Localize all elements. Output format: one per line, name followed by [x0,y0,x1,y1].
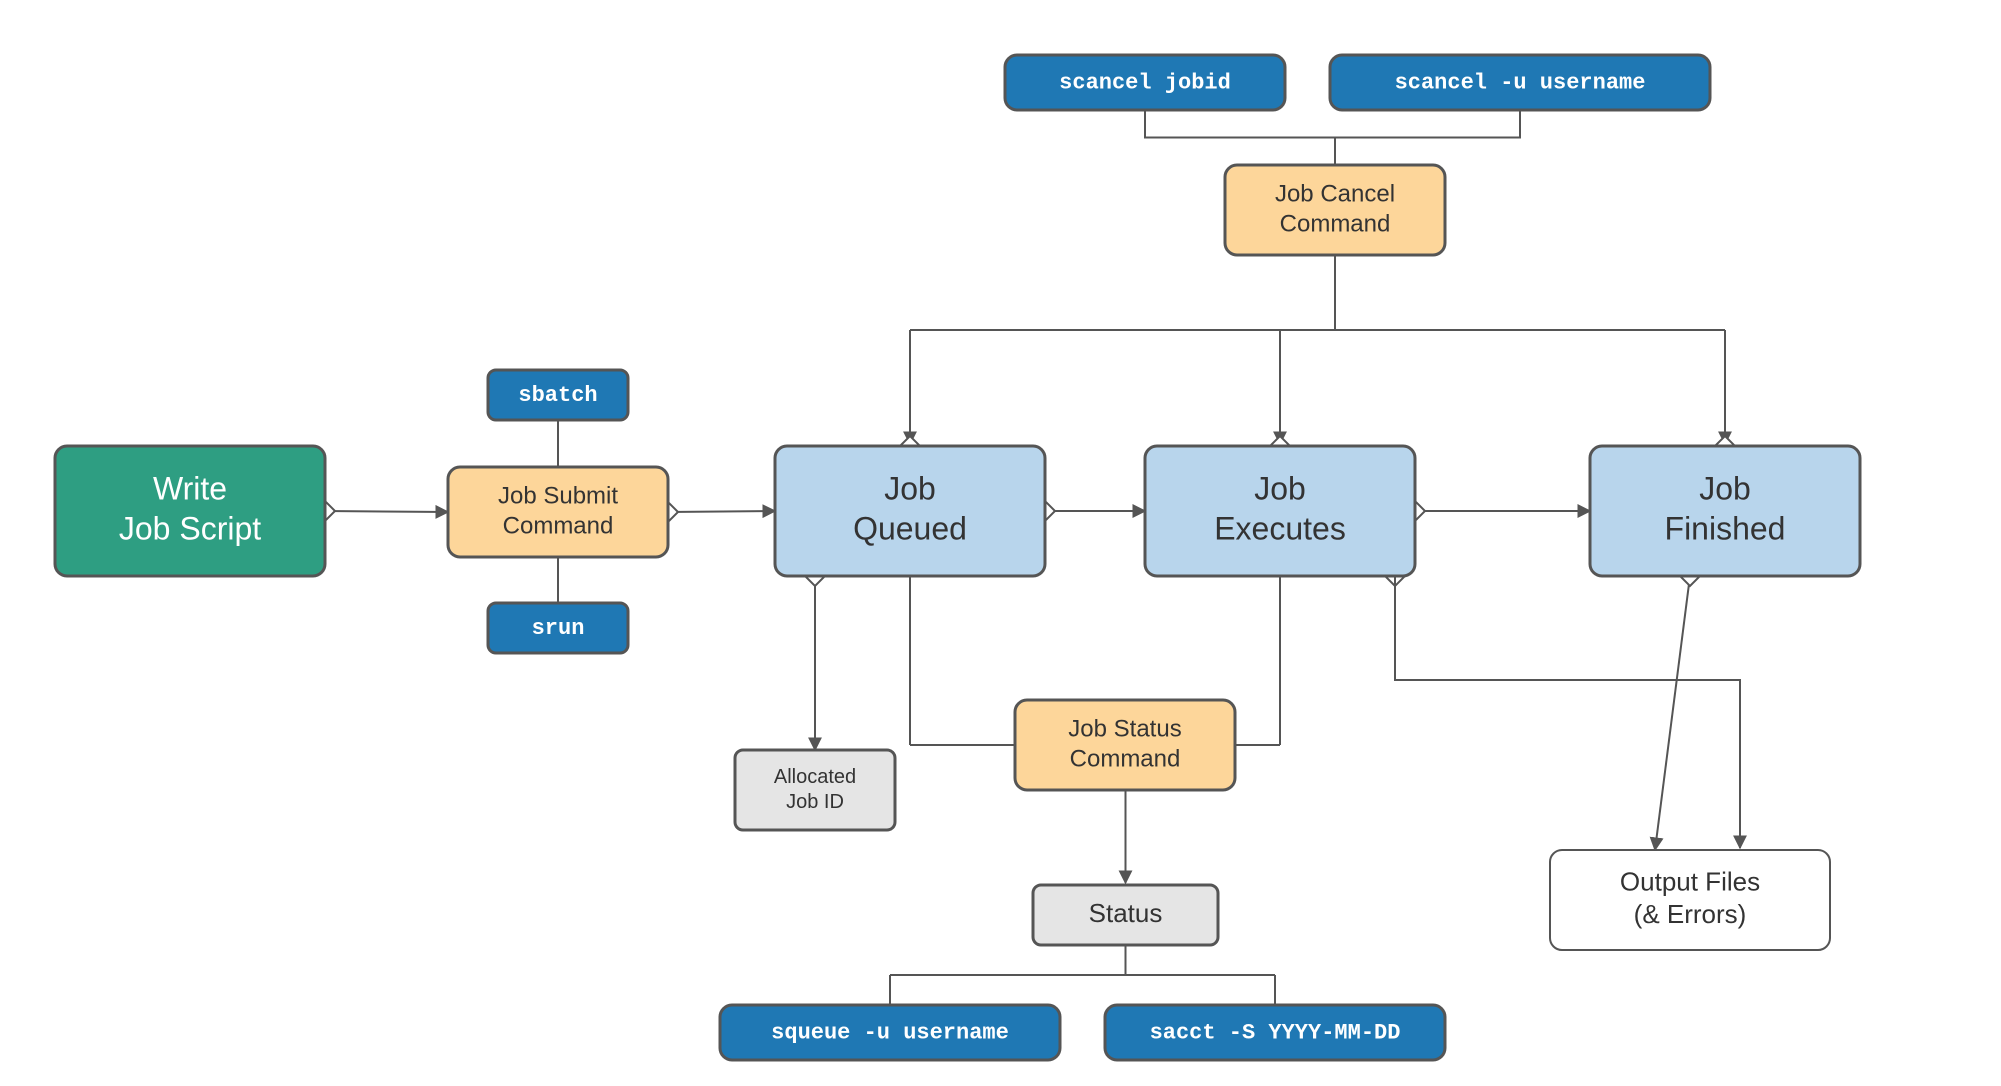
node-allocated_jobid: Allocated Job ID [735,750,895,830]
node-label: Queued [853,510,967,546]
node-write_script: Write Job Script [55,446,325,576]
node-scancel_jobid: scancel jobid [1005,55,1285,110]
node-label: Job Status [1068,715,1181,742]
node-label: Job Submit [498,482,618,509]
node-job_cancel: Job Cancel Command [1225,165,1445,255]
node-job_queued: Job Queued [775,446,1045,576]
node-label: Job [1254,470,1306,506]
node-job_executes: Job Executes [1145,446,1415,576]
node-label: Status [1089,898,1163,928]
node-label: sacct -S YYYY-MM-DD [1150,1020,1401,1045]
node-sbatch: sbatch [488,370,628,420]
node-srun: srun [488,603,628,653]
node-label: srun [532,616,585,641]
node-label: Finished [1665,510,1786,546]
node-job_status_cmd: Job Status Command [1015,700,1235,790]
node-label: Job [884,470,936,506]
node-label: Command [503,512,614,539]
node-label: (& Errors) [1634,899,1747,929]
node-squeue: squeue -u username [720,1005,1060,1060]
node-job_submit: Job Submit Command [448,467,668,557]
node-label: Job ID [786,791,844,813]
node-sacct: sacct -S YYYY-MM-DD [1105,1005,1445,1060]
node-status: Status [1033,885,1218,945]
node-label: Executes [1214,510,1346,546]
node-label: Command [1280,210,1391,237]
node-output_files: Output Files(& Errors) [1550,850,1830,950]
node-label: scancel -u username [1395,70,1646,95]
node-label: scancel jobid [1059,70,1231,95]
node-label: sbatch [518,383,597,408]
node-label: Write [153,470,227,506]
node-scancel_user: scancel -u username [1330,55,1710,110]
node-label: Job Cancel [1275,180,1395,207]
node-label: squeue -u username [771,1020,1009,1045]
node-label: Job Script [119,510,261,546]
node-label: Job [1699,470,1751,506]
node-label: Output Files [1620,867,1760,897]
slurm-workflow-diagram: Write Job Script Job Submit Command sbatch sr… [0,0,2001,1086]
node-label: Allocated [774,766,856,788]
node-label: Command [1070,745,1181,772]
node-job_finished: Job Finished [1590,446,1860,576]
